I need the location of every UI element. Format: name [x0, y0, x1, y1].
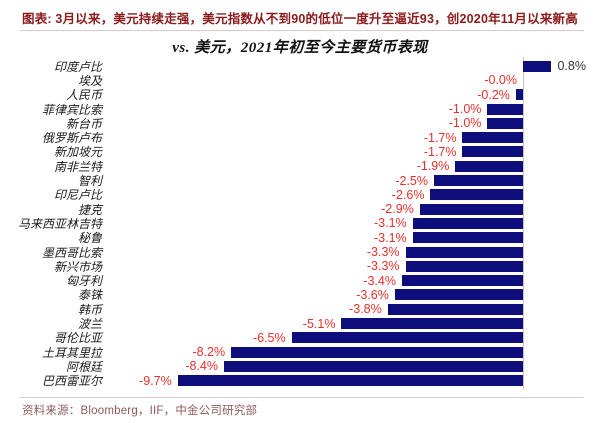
bar: [412, 217, 523, 229]
value-label: -8.2%: [192, 345, 226, 360]
value-label: -3.3%: [366, 259, 400, 274]
category-label: 智利: [77, 174, 102, 189]
category-label: 墨西哥比索: [41, 245, 102, 260]
value-label: -0.0%: [484, 73, 517, 88]
category-label: 哥伦比亚: [53, 331, 102, 346]
category-label: 印度卢比: [53, 59, 102, 74]
category-label: 新兴市场: [53, 259, 102, 274]
value-label: -2.5%: [395, 173, 428, 188]
category-label: 印尼卢比: [53, 188, 102, 203]
bar: [177, 375, 523, 387]
bar: [487, 103, 523, 115]
category-label: 泰铢: [77, 288, 102, 303]
category-label: 匈牙利: [65, 274, 102, 289]
value-label: -1.0%: [448, 116, 482, 131]
chart-row: 新台币 -1.0%: [0, 116, 600, 131]
category-label: 捷克: [77, 202, 102, 217]
category-label: 南非兰特: [53, 159, 102, 174]
bar: [401, 275, 523, 287]
bar: [394, 289, 523, 301]
value-label: 0.8%: [557, 59, 586, 74]
chart-row: 波兰 -5.1%: [0, 316, 600, 332]
chart-row: 南非兰特 -1.9%: [0, 159, 600, 174]
value-label: -6.5%: [252, 330, 286, 345]
chart-row: 巴西雷亚尔 -9.7%: [0, 374, 600, 388]
bar: [412, 232, 523, 244]
value-label: -0.2%: [477, 87, 510, 102]
category-label: 新台币: [65, 116, 102, 131]
category-label: 秘鲁: [77, 231, 102, 246]
value-label: -3.1%: [373, 230, 407, 245]
figure-caption: 图表: 3月以来，美元持续走强，美元指数从不到90的低位一度升至逼近93，创20…: [22, 12, 578, 26]
chart-row: 匈牙利 -3.4%: [0, 274, 600, 288]
category-label: 韩币: [77, 302, 102, 317]
category-label: 波兰: [77, 317, 102, 332]
chart-row: 韩币 -3.8%: [0, 302, 600, 317]
category-label: 马来西亚林吉特: [17, 216, 102, 231]
category-label: 阿根廷: [65, 359, 102, 374]
chart-row: 俄罗斯卢布 -1.7%: [0, 131, 600, 145]
chart-row: 新兴市场 -3.3%: [0, 259, 600, 274]
chart-row: 新加坡元 -1.7%: [0, 145, 600, 159]
value-label: -3.1%: [373, 216, 407, 231]
bar: [387, 303, 523, 315]
value-label: -3.3%: [366, 245, 400, 260]
value-label: -1.7%: [423, 130, 457, 145]
value-label: -2.9%: [381, 202, 414, 217]
value-label: -3.8%: [349, 302, 382, 317]
bar: [434, 175, 523, 187]
chart-row: 秘鲁 -3.1%: [0, 231, 600, 245]
bar: [291, 332, 523, 344]
bar: [487, 117, 523, 129]
bar: [515, 89, 523, 101]
chart-row: 菲律宾比索 -1.0%: [0, 102, 600, 117]
bar: [405, 246, 523, 258]
chart-row: 埃及 -0.0%: [0, 73, 600, 88]
bar: [405, 260, 523, 272]
bar: [419, 203, 523, 215]
category-label: 人民币: [65, 88, 102, 103]
source-attribution: 资料来源：Bloomberg，IIF，中金公司研究部: [22, 405, 258, 417]
bar: [231, 346, 523, 358]
bar: [523, 60, 552, 72]
chart-row: 马来西亚林吉特 -3.1%: [0, 216, 600, 231]
value-label: -1.7%: [423, 144, 457, 159]
bar: [455, 160, 523, 172]
category-label: 新加坡元: [53, 145, 102, 160]
chart-row: 印度卢比 0.8%: [0, 59, 600, 74]
bar: [462, 132, 523, 144]
chart-row: 泰铢 -3.6%: [0, 288, 600, 302]
header-divider: [20, 30, 584, 31]
chart-row: 人民币 -0.2%: [0, 88, 600, 102]
bar: [430, 189, 523, 201]
value-label: -5.1%: [302, 316, 336, 331]
chart-row: 智利 -2.5%: [0, 173, 600, 189]
value-label: -1.0%: [448, 102, 482, 117]
bar: [462, 146, 523, 158]
category-label: 埃及: [77, 73, 102, 88]
chart-row: 土耳其里拉 -8.2%: [0, 345, 600, 360]
chart-row: 墨西哥比索 -3.3%: [0, 245, 600, 260]
value-label: -9.7%: [139, 373, 172, 388]
value-label: -2.6%: [391, 187, 425, 202]
category-label: 巴西雷亚尔: [41, 374, 102, 389]
value-label: -1.9%: [416, 159, 450, 174]
chart-title: vs. 美元，2021年初至今主要货币表现: [172, 40, 428, 56]
value-label: -8.4%: [185, 359, 218, 374]
bar-chart-plot-area: 印度卢比 0.8% 埃及 -0.0% 人民币 -0.2% 菲律宾比索 -1.0% 新台币 -1.0…: [0, 57, 600, 389]
value-label: -3.6%: [356, 287, 389, 302]
zero-axis-line: [523, 57, 524, 389]
chart-row: 阿根廷 -8.4%: [0, 359, 600, 374]
bar: [223, 360, 523, 372]
footer-divider: [20, 397, 584, 398]
chart-row: 印尼卢比 -2.6%: [0, 188, 600, 202]
category-label: 菲律宾比索: [41, 102, 102, 117]
category-label: 俄罗斯卢布: [41, 131, 102, 146]
bar: [341, 318, 523, 330]
category-label: 土耳其里拉: [41, 345, 102, 360]
chart-row: 捷克 -2.9%: [0, 202, 600, 217]
chart-row: 哥伦比亚 -6.5%: [0, 331, 600, 345]
value-label: -3.4%: [363, 273, 396, 288]
